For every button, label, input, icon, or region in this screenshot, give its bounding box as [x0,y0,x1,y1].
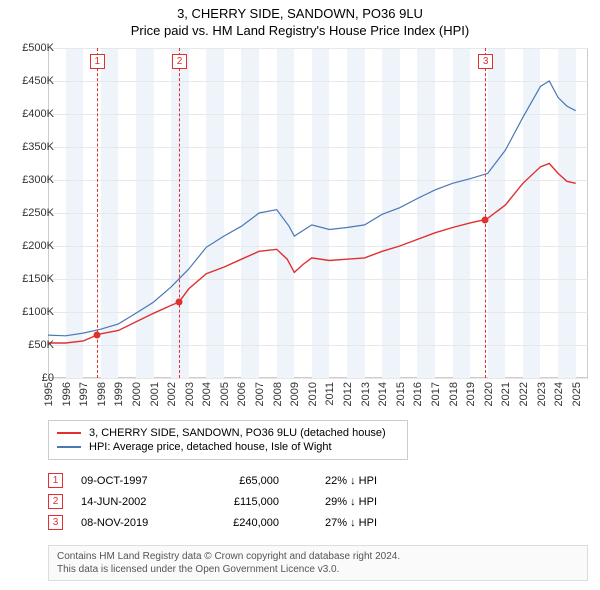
x-axis-label: 2022 [518,382,530,406]
event-row: 1 09-OCT-1997 £65,000 22% ↓ HPI [48,470,588,491]
event-flag: 2 [172,54,187,69]
x-axis-label: 2013 [360,382,372,406]
y-axis-label: £250K [22,207,54,219]
x-axis-label: 1995 [43,382,55,406]
event-flag-icon: 1 [48,473,63,488]
x-axis-label: 2024 [553,382,565,406]
legend: 3, CHERRY SIDE, SANDOWN, PO36 9LU (detac… [48,420,408,460]
legend-swatch-price-paid [57,432,81,434]
y-axis-label: £150K [22,273,54,285]
event-delta: 22% ↓ HPI [297,475,377,487]
x-axis-label: 2001 [149,382,161,406]
event-flag: 1 [90,54,105,69]
events-table: 1 09-OCT-1997 £65,000 22% ↓ HPI 2 14-JUN-2002… [48,470,588,533]
footer-line-2: This data is licensed under the Open Gov… [57,563,579,576]
event-row: 2 14-JUN-2002 £115,000 29% ↓ HPI [48,491,588,512]
y-axis-label: £50K [28,339,54,351]
event-delta: 29% ↓ HPI [297,496,377,508]
chart-subtitle: Price paid vs. HM Land Registry's House … [0,21,600,44]
event-marker-line [485,48,486,378]
x-axis-label: 2007 [254,382,266,406]
event-flag-icon: 3 [48,515,63,530]
y-axis-label: £300K [22,174,54,186]
x-axis-label: 2005 [219,382,231,406]
legend-item-hpi: HPI: Average price, detached house, Isle… [57,440,399,454]
event-delta: 27% ↓ HPI [297,517,377,529]
plot-area: 1 2 3 [48,48,588,378]
x-axis-label: 2014 [377,382,389,406]
y-axis-label: £350K [22,141,54,153]
x-axis-label: 2006 [236,382,248,406]
chart-title: 3, CHERRY SIDE, SANDOWN, PO36 9LU [0,0,600,21]
x-axis-label: 2015 [395,382,407,406]
y-axis-label: £100K [22,306,54,318]
series-line-price_paid [48,164,576,344]
x-axis-label: 1996 [61,382,73,406]
event-marker-dot [176,299,183,306]
event-marker-line [179,48,180,378]
event-price: £65,000 [199,475,279,487]
event-date: 14-JUN-2002 [81,496,181,508]
x-axis-label: 2010 [307,382,319,406]
x-axis-label: 2002 [166,382,178,406]
grid-line [48,378,588,379]
event-marker-dot [482,216,489,223]
legend-label-price-paid: 3, CHERRY SIDE, SANDOWN, PO36 9LU (detac… [89,427,386,439]
event-date: 08-NOV-2019 [81,517,181,529]
y-axis-label: £400K [22,108,54,120]
legend-swatch-hpi [57,446,81,448]
y-axis-label: £200K [22,240,54,252]
x-axis-label: 1997 [78,382,90,406]
y-axis-label: £450K [22,75,54,87]
x-axis-label: 2017 [430,382,442,406]
x-axis-label: 2000 [131,382,143,406]
x-axis-label: 2012 [342,382,354,406]
x-axis-label: 2011 [324,382,336,406]
x-axis-label: 1999 [113,382,125,406]
event-marker-line [97,48,98,378]
x-axis-label: 2023 [536,382,548,406]
x-axis-label: 2025 [571,382,583,406]
x-axis-label: 2019 [465,382,477,406]
x-axis-label: 2018 [448,382,460,406]
event-row: 3 08-NOV-2019 £240,000 27% ↓ HPI [48,512,588,533]
y-axis-label: £500K [22,42,54,54]
series-line-hpi [48,81,576,336]
footer-line-1: Contains HM Land Registry data © Crown c… [57,550,579,563]
x-axis-label: 2009 [289,382,301,406]
x-axis-label: 1998 [96,382,108,406]
event-price: £240,000 [199,517,279,529]
chart-svg [48,48,588,378]
chart-container: 3, CHERRY SIDE, SANDOWN, PO36 9LU Price … [0,0,600,590]
x-axis-label: 2004 [201,382,213,406]
event-price: £115,000 [199,496,279,508]
x-axis-label: 2003 [184,382,196,406]
x-axis-label: 2021 [500,382,512,406]
legend-label-hpi: HPI: Average price, detached house, Isle… [89,441,332,453]
legend-item-price-paid: 3, CHERRY SIDE, SANDOWN, PO36 9LU (detac… [57,426,399,440]
x-axis-label: 2016 [412,382,424,406]
attribution-footer: Contains HM Land Registry data © Crown c… [48,545,588,581]
x-axis-label: 2008 [272,382,284,406]
event-date: 09-OCT-1997 [81,475,181,487]
event-marker-dot [93,332,100,339]
event-flag-icon: 2 [48,494,63,509]
x-axis-label: 2020 [483,382,495,406]
event-flag: 3 [478,54,493,69]
